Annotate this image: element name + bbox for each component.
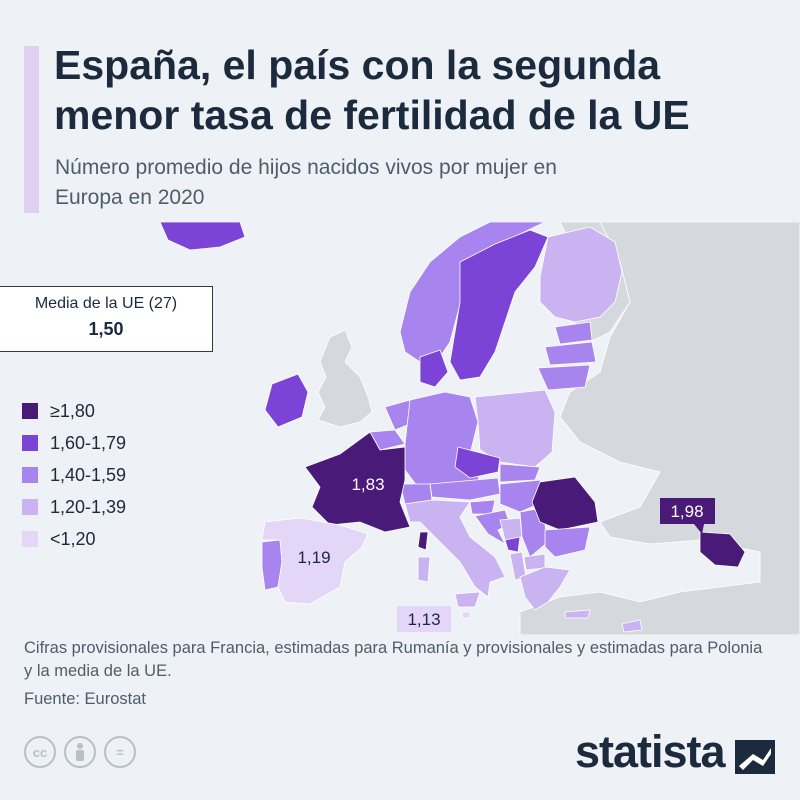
legend-swatch [22,499,38,515]
legend-item: 1,60-1,79 [22,427,126,459]
denmark [419,349,449,388]
license-icons: cc = [24,736,136,768]
croatia [474,509,511,546]
sweden [449,229,549,381]
france [304,431,411,533]
legend-swatch [22,467,38,483]
legend-swatch [22,403,38,419]
north-macedonia [523,553,546,571]
eu-average-box: Media de la UE (27) 1,50 [0,286,213,352]
ireland [264,373,309,428]
corsica [417,531,429,551]
slovenia [469,499,496,515]
greek-islands [564,609,591,619]
legend: ≥1,80 1,60-1,79 1,40-1,59 1,20-1,39 <1,2… [22,395,126,555]
legend-label: ≥1,80 [50,400,95,421]
sardinia [417,556,431,583]
eu-average-value: 1,50 [88,319,124,339]
eu-average-label: Media de la UE (27) [34,295,178,312]
montenegro [504,536,521,553]
malta-callout: 1,13 [397,606,451,632]
statista-logo-icon[interactable] [735,740,775,774]
iceland [159,222,246,251]
no-derivatives-icon[interactable]: = [104,736,136,768]
source-note: Fuente: Eurostat [24,690,146,708]
finland [539,226,623,323]
great-britain [317,329,373,428]
estonia [554,321,593,345]
cyprus [621,619,643,633]
sicily [454,591,481,608]
france-value-label: 1,83 [351,475,384,494]
georgia-callout: 1,98 [660,498,715,534]
europe-map: 1,83 1,19 1,13 1,98 [0,222,800,635]
chart-subtitle: Número promedio de hijos nacidos vivos p… [55,156,557,209]
malta [461,611,471,619]
romania [531,476,599,531]
legend-item: <1,20 [22,523,126,555]
footnote: Cifras provisionales para Francia, estim… [24,639,763,680]
chart-title: España, el país con la segunda menor tas… [54,42,690,138]
non-eu-land [519,222,800,635]
georgia [699,531,746,568]
legend-swatch [22,531,38,547]
legend-label: <1,20 [50,528,96,549]
greece [519,566,571,611]
latvia [544,341,597,366]
legend-label: 1,20-1,39 [50,496,127,517]
cc-icon[interactable]: cc [24,736,56,768]
legend-label: 1,60-1,79 [50,432,127,453]
czechia [454,446,501,479]
bulgaria [544,526,591,558]
lithuania [537,364,591,391]
malta-value-label: 1,13 [407,610,440,629]
title-accent-bar [24,46,39,213]
legend-item: 1,20-1,39 [22,491,126,523]
spain-value-label: 1,19 [297,548,330,567]
georgia-value-label: 1,98 [670,502,703,521]
statista-logo-text[interactable]: statista [575,726,726,777]
italy [404,499,506,598]
legend-item: ≥1,80 [22,395,126,427]
attribution-icon[interactable] [64,736,96,768]
legend-item: 1,40-1,59 [22,459,126,491]
spain [261,517,369,605]
legend-label: 1,40-1,59 [50,464,127,485]
slovakia [499,463,541,483]
legend-swatch [22,435,38,451]
